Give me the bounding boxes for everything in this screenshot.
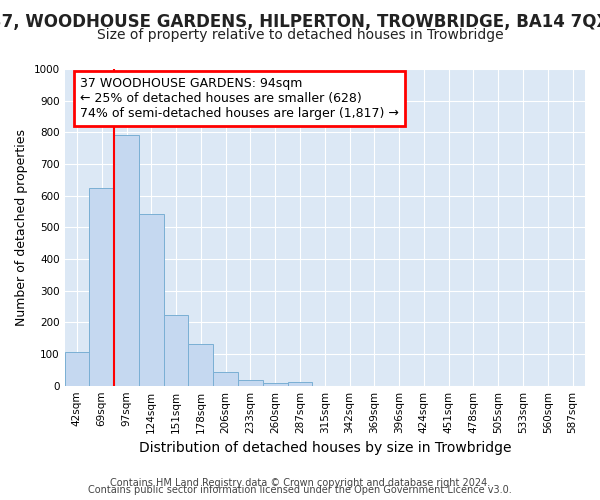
Bar bbox=[213, 372, 238, 386]
Bar bbox=[188, 344, 213, 386]
Bar bbox=[238, 380, 263, 386]
Bar bbox=[263, 382, 287, 386]
Text: Contains public sector information licensed under the Open Government Licence v3: Contains public sector information licen… bbox=[88, 485, 512, 495]
Bar bbox=[114, 134, 139, 386]
Text: Size of property relative to detached houses in Trowbridge: Size of property relative to detached ho… bbox=[97, 28, 503, 42]
Text: 37 WOODHOUSE GARDENS: 94sqm
← 25% of detached houses are smaller (628)
74% of se: 37 WOODHOUSE GARDENS: 94sqm ← 25% of det… bbox=[80, 77, 399, 120]
Bar bbox=[89, 188, 114, 386]
Y-axis label: Number of detached properties: Number of detached properties bbox=[15, 129, 28, 326]
X-axis label: Distribution of detached houses by size in Trowbridge: Distribution of detached houses by size … bbox=[139, 441, 511, 455]
Bar bbox=[164, 316, 188, 386]
Bar bbox=[139, 214, 164, 386]
Bar bbox=[287, 382, 313, 386]
Bar bbox=[65, 352, 89, 386]
Text: Contains HM Land Registry data © Crown copyright and database right 2024.: Contains HM Land Registry data © Crown c… bbox=[110, 478, 490, 488]
Text: 37, WOODHOUSE GARDENS, HILPERTON, TROWBRIDGE, BA14 7QX: 37, WOODHOUSE GARDENS, HILPERTON, TROWBR… bbox=[0, 12, 600, 30]
